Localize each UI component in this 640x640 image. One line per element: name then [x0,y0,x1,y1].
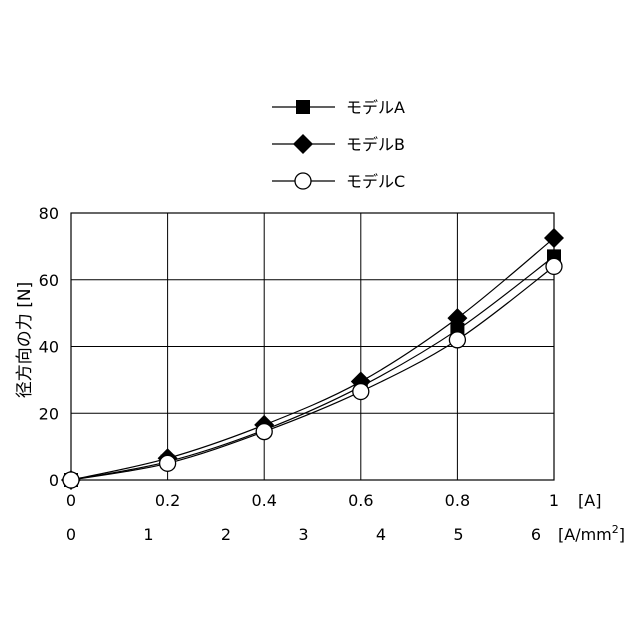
data-point-circle [353,384,369,400]
data-point-circle [63,472,79,488]
legend-item: モデルC [272,172,405,191]
x-tick-label: 0.2 [155,491,180,510]
axes: 0 20 40 60 80 0 0.2 0.4 0.6 0.8 1 [A] 0 1 2 3 4 5 6 [A/mm2] [39,204,625,544]
legend: モデルA モデルB モデルC [272,98,405,191]
data-point-circle [160,455,176,471]
series-square [64,249,561,487]
x2-tick-label: 5 [453,525,463,544]
grid [71,213,554,480]
y-tick-label: 40 [39,338,59,357]
x-tick-label: 0.6 [348,491,373,510]
series-line [71,238,554,480]
data-point-circle [449,332,465,348]
series-circle [63,258,562,488]
legend-label: モデルB [346,135,405,154]
x2-tick-label: 0 [66,525,76,544]
data-point-circle [256,424,272,440]
x-tick-label: 0 [66,491,76,510]
y-tick-label: 80 [39,204,59,223]
legend-label: モデルC [346,172,405,191]
x-axis-unit: [A] [578,491,601,510]
y-axis-label: 径方向の力 [N] [15,282,35,398]
series-layer [61,228,564,490]
series-line [71,256,554,480]
legend-marker-circle [295,173,311,189]
x2-tick-label: 6 [531,525,541,544]
y-tick-label: 60 [39,271,59,290]
y-tick-label: 20 [39,404,59,423]
legend-item: モデルA [272,98,405,117]
y-tick-label: 0 [49,471,59,490]
legend-marker-diamond [293,134,313,154]
legend-item: モデルB [272,134,405,154]
x2-tick-label: 3 [298,525,308,544]
x2-axis-unit: [A/mm2] [558,523,625,544]
x2-tick-label: 4 [376,525,386,544]
legend-label: モデルA [346,98,405,117]
series-diamond [61,228,564,490]
x2-tick-label: 1 [143,525,153,544]
data-point-circle [546,258,562,274]
x2-tick-label: 2 [221,525,231,544]
x-tick-label: 0.4 [251,491,276,510]
data-point-diamond [544,228,564,248]
x-tick-label: 0.8 [445,491,470,510]
legend-marker-square [296,100,310,114]
x-tick-label: 1 [549,491,559,510]
